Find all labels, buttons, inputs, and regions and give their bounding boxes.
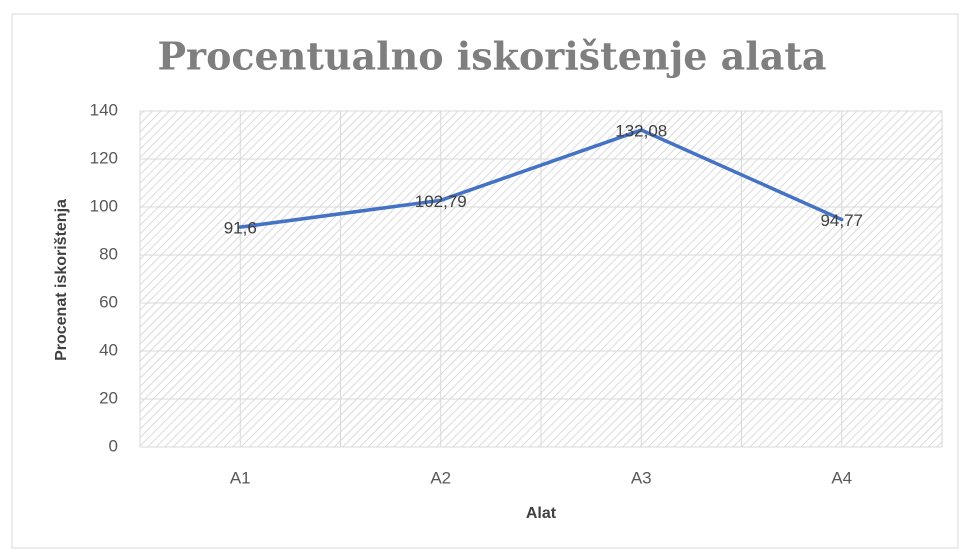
y-tick-label: 100 <box>90 196 118 215</box>
x-tick-label: A1 <box>230 468 251 487</box>
data-label: 132,08 <box>615 121 667 140</box>
x-tick-label: A2 <box>430 468 451 487</box>
y-tick-label: 80 <box>99 244 118 263</box>
line-series <box>238 128 844 229</box>
chart-title: Procentualno iskorištenje alata <box>157 34 826 79</box>
data-label: 102,79 <box>415 192 467 211</box>
y-tick-label: 20 <box>99 388 118 407</box>
x-tick-label: A4 <box>831 468 852 487</box>
data-label: 91,6 <box>224 219 257 238</box>
y-tick-label: 40 <box>99 340 118 359</box>
y-tick-label: 140 <box>90 100 118 119</box>
y-tick-label: 120 <box>90 148 118 167</box>
x-axis-title: Alat <box>526 505 557 522</box>
data-label: 94,77 <box>820 211 863 230</box>
y-tick-label: 0 <box>109 436 118 455</box>
y-tick-label: 60 <box>99 292 118 311</box>
y-axis-title: Procenat iskorištenja <box>53 199 70 361</box>
x-tick-label: A3 <box>631 468 652 487</box>
